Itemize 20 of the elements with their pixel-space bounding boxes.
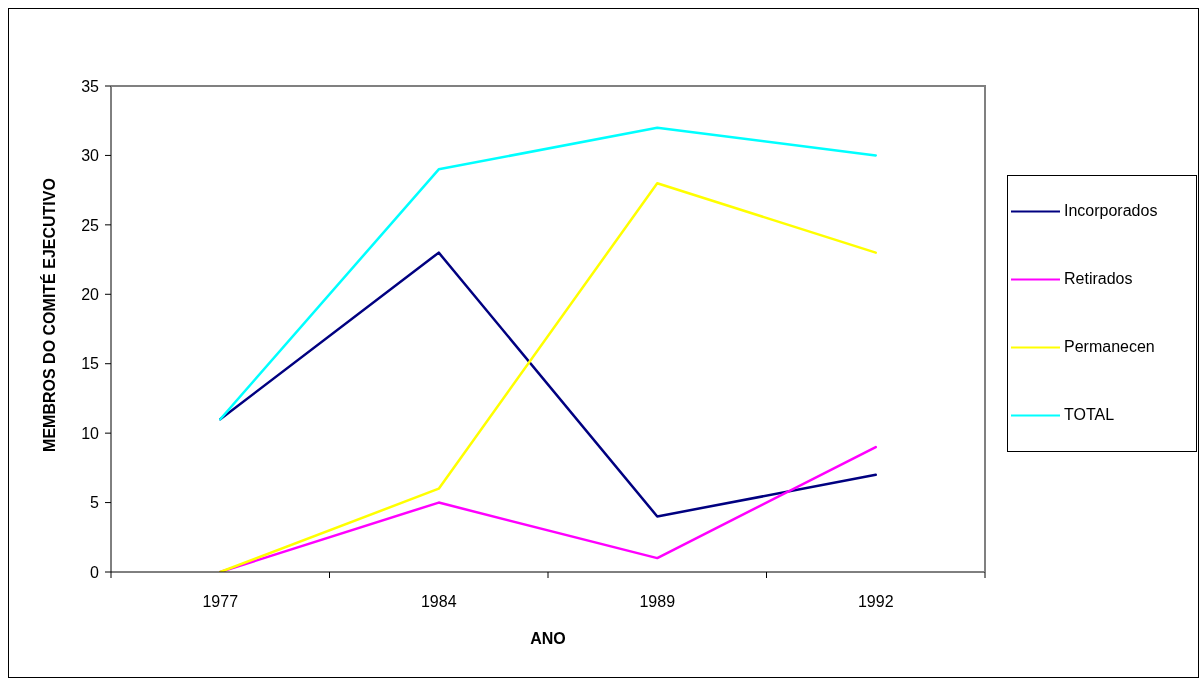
x-axis-title: ANO [530,629,566,647]
y-tick-label: 5 [90,494,100,512]
x-tick-label: 1989 [639,593,676,611]
line-series [219,126,877,421]
y-tick-label: 25 [81,216,100,234]
legend-label: TOTAL [1064,406,1115,423]
y-axis-title: MEMBROS DO COMITÉ EJECUTIVO [39,178,58,452]
y-tick-label: 15 [81,355,100,373]
x-tick-label: 1977 [202,593,239,611]
legend-label: Retirados [1064,270,1133,287]
y-tick-label: 0 [90,563,100,581]
x-tick-label: 1992 [857,593,894,611]
legend-label: Permanecen [1064,338,1155,355]
y-tick-label: 20 [81,285,100,303]
y-tick-label: 30 [81,147,100,165]
line-series [219,181,877,572]
y-tick-label: 35 [81,77,100,95]
y-tick-label: 10 [81,424,100,442]
x-tick-label: 1984 [420,593,457,611]
legend-label: Incorporados [1064,202,1158,219]
